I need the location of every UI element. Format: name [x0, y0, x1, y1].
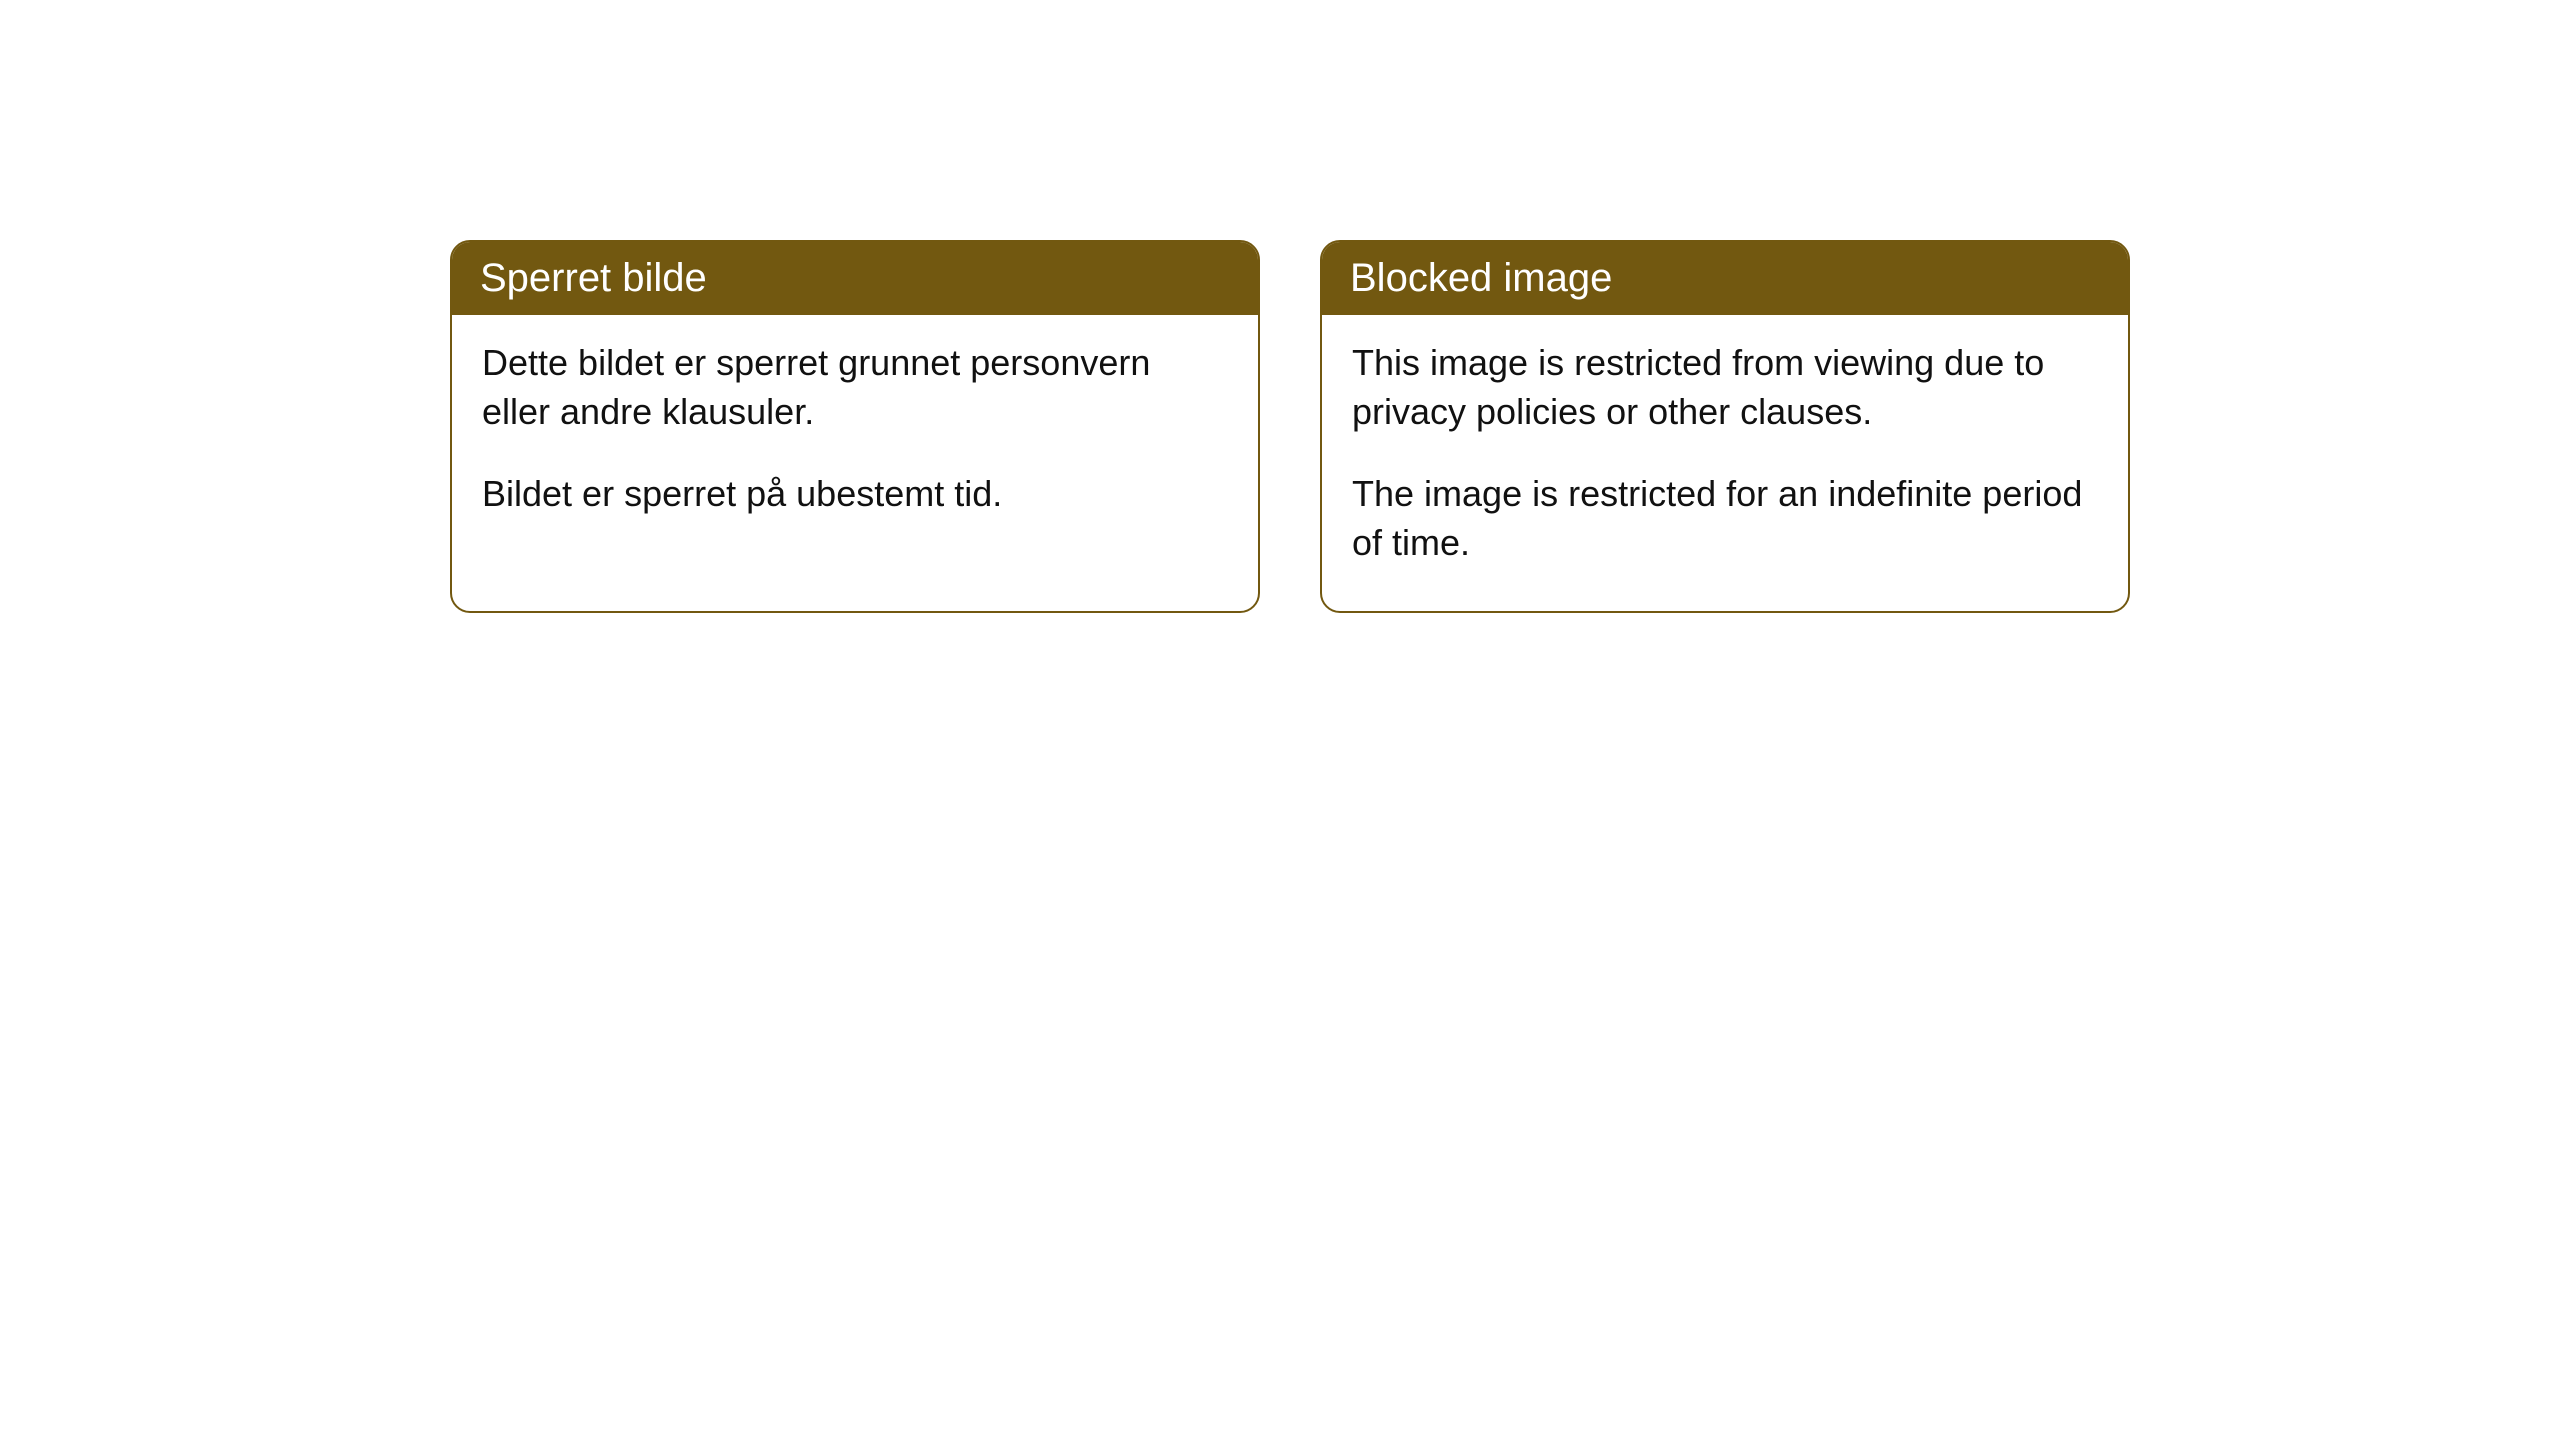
- card-header: Sperret bilde: [452, 242, 1258, 315]
- card-paragraph: This image is restricted from viewing du…: [1352, 339, 2098, 436]
- notice-card-container: Sperret bilde Dette bildet er sperret gr…: [450, 240, 2130, 613]
- notice-card-english: Blocked image This image is restricted f…: [1320, 240, 2130, 613]
- card-body: Dette bildet er sperret grunnet personve…: [452, 315, 1258, 563]
- card-paragraph: Bildet er sperret på ubestemt tid.: [482, 470, 1228, 519]
- card-paragraph: The image is restricted for an indefinit…: [1352, 470, 2098, 567]
- card-paragraph: Dette bildet er sperret grunnet personve…: [482, 339, 1228, 436]
- card-body: This image is restricted from viewing du…: [1322, 315, 2128, 611]
- notice-card-norwegian: Sperret bilde Dette bildet er sperret gr…: [450, 240, 1260, 613]
- card-header: Blocked image: [1322, 242, 2128, 315]
